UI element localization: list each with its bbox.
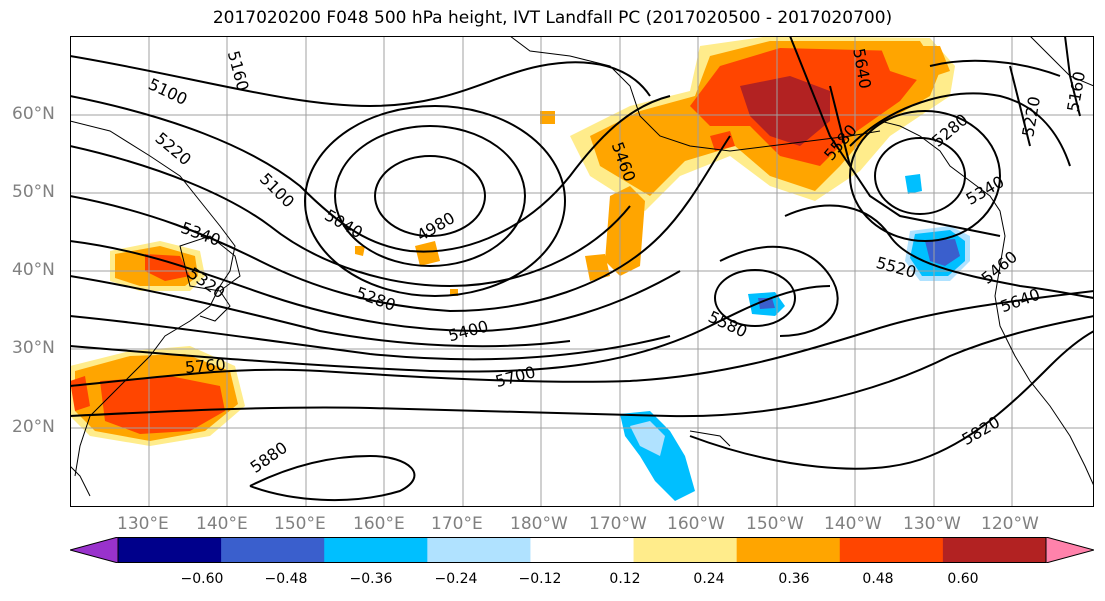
colorbar-tick: 0.60 xyxy=(947,571,979,587)
positive-anomaly-regions xyxy=(70,36,955,446)
map-panel: 5100 5160 5220 5100 5340 5320 5040 4980 … xyxy=(69,35,1095,507)
map-border xyxy=(70,36,1094,507)
lon-label-130w: 130°W xyxy=(903,514,961,534)
lon-label-170w: 170°W xyxy=(589,514,647,534)
colorbar-svg xyxy=(68,536,1096,564)
map-canvas: 5100 5160 5220 5100 5340 5320 5040 4980 … xyxy=(69,35,1095,507)
colorbar-tick: −0.24 xyxy=(434,571,478,587)
colorbar-segment xyxy=(324,537,428,563)
lat-label-40n: 40°N xyxy=(12,260,55,280)
colorbar-segment xyxy=(118,537,222,563)
lon-label-150w: 150°W xyxy=(746,514,804,534)
lon-label-140w: 140°W xyxy=(824,514,882,534)
colorbar-segment xyxy=(736,537,841,563)
lat-label-50n: 50°N xyxy=(12,182,55,202)
colorbar-tick: 0.48 xyxy=(862,571,894,587)
contour-label: 5760 xyxy=(184,355,226,377)
colorbar-tick: −0.48 xyxy=(264,571,308,587)
lon-label-140e: 140°E xyxy=(196,514,248,534)
lon-label-150e: 150°E xyxy=(274,514,326,534)
colorbar-extend-high xyxy=(1045,536,1096,564)
colorbar xyxy=(68,536,1096,564)
coastlines xyxy=(69,35,1095,497)
colorbar-border xyxy=(117,537,1047,563)
lon-label-160e: 160°E xyxy=(353,514,405,534)
colorbar-tick: 0.24 xyxy=(693,571,725,587)
lon-label-170e: 170°E xyxy=(431,514,483,534)
colorbar-segment xyxy=(221,537,325,563)
lon-label-130e: 130°E xyxy=(117,514,169,534)
lat-label-20n: 20°N xyxy=(12,417,55,437)
lat-label-30n: 30°N xyxy=(12,338,55,358)
colorbar-segment xyxy=(942,537,1047,563)
colorbar-extend-low xyxy=(68,536,119,564)
colorbar-segment xyxy=(839,537,944,563)
colorbar-tick: −0.36 xyxy=(349,571,393,587)
lon-label-180w: 180°W xyxy=(510,514,568,534)
colorbar-segment xyxy=(427,537,531,563)
colorbar-tick: 0.36 xyxy=(778,571,810,587)
colorbar-tick: 0.12 xyxy=(609,571,641,587)
negative-anomaly-regions xyxy=(620,174,970,501)
lon-label-120w: 120°W xyxy=(981,514,1039,534)
colorbar-tick: −0.12 xyxy=(518,571,562,587)
colorbar-segment xyxy=(633,537,738,563)
colorbar-segment xyxy=(530,537,635,563)
lat-label-60n: 60°N xyxy=(12,104,55,124)
map-title: 2017020200 F048 500 hPa height, IVT Land… xyxy=(212,8,893,28)
lon-label-160w: 160°W xyxy=(667,514,725,534)
height-contours xyxy=(69,35,1095,502)
colorbar-tick: −0.60 xyxy=(180,571,224,587)
